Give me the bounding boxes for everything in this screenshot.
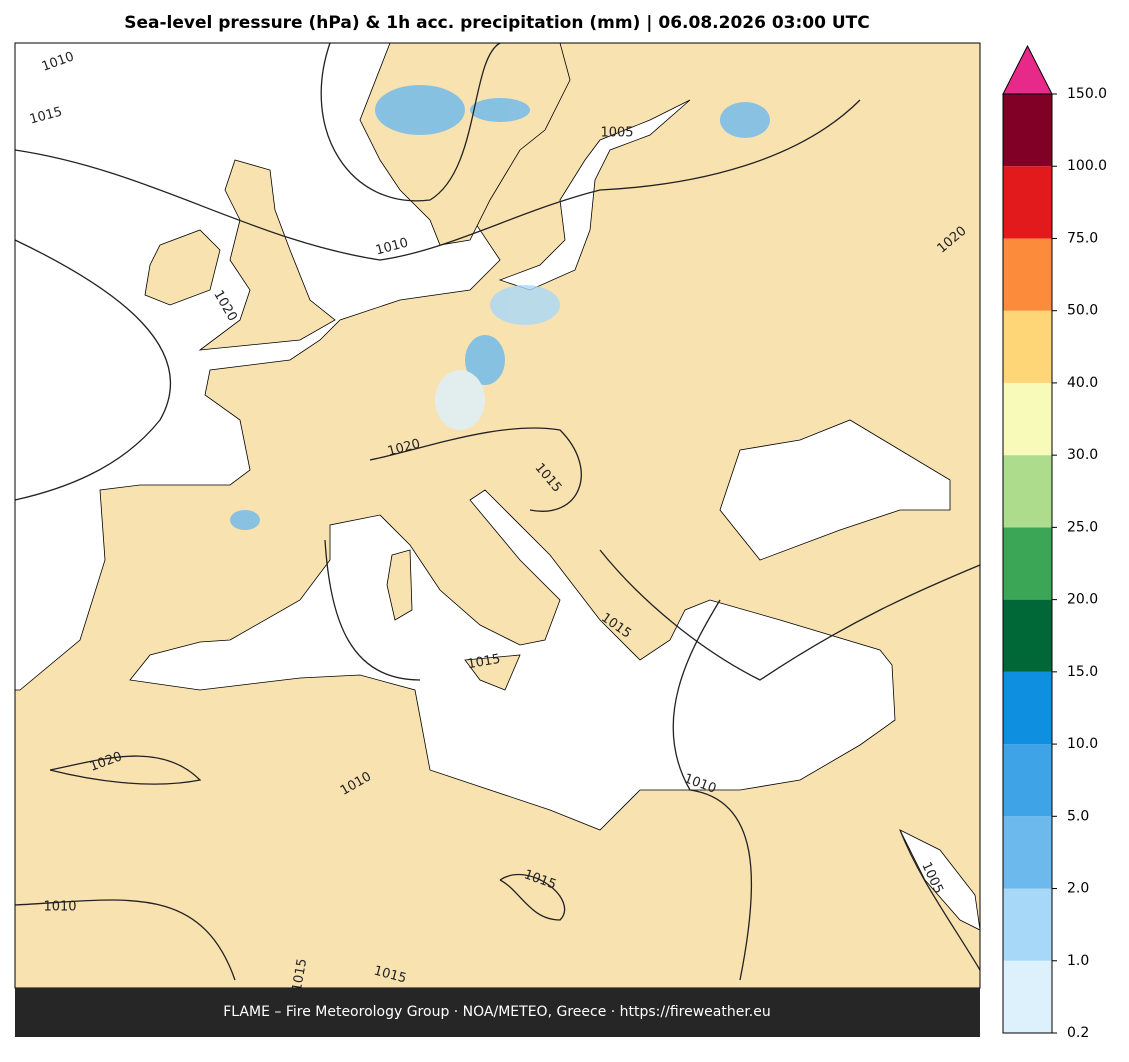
black-sea xyxy=(719,419,951,561)
contour-label: 1015 xyxy=(290,957,311,992)
colorbar-segment xyxy=(1003,94,1052,167)
colorbar: 0.2 1.0 2.0 5.0 10.0 15.0 20.0 25.0 30.0 40.0 50.0… xyxy=(1002,44,1107,1041)
colorbar-tick-label: 100.0 xyxy=(1067,158,1107,174)
colorbar-tick-label: 20.0 xyxy=(1067,592,1098,608)
colorbar-segment xyxy=(1003,744,1052,817)
colorbar-extend xyxy=(1002,44,1053,95)
colorbar-tick-label: 30.0 xyxy=(1067,447,1098,463)
colorbar-tick-label: 0.2 xyxy=(1067,1025,1089,1041)
contour-label: 1010 xyxy=(43,900,76,915)
colorbar-tick-label: 1.0 xyxy=(1067,953,1089,969)
sardinia-corsica xyxy=(386,549,413,621)
colorbar-segment xyxy=(1003,238,1052,311)
contour-label: 1015 xyxy=(466,652,501,673)
footer-bar xyxy=(15,988,980,1037)
colorbar-tick-label: 2.0 xyxy=(1067,881,1089,897)
isobar xyxy=(324,539,421,681)
colorbar-tick-label: 50.0 xyxy=(1067,303,1098,319)
isobar xyxy=(599,549,981,681)
ireland xyxy=(144,229,221,306)
precipitation xyxy=(230,85,770,530)
isobar xyxy=(672,599,753,981)
colorbar-frame xyxy=(1002,93,1053,1034)
isobars xyxy=(14,42,981,981)
isobar xyxy=(499,873,566,921)
colorbar-segment xyxy=(1003,599,1052,672)
precip-area xyxy=(230,510,260,530)
baltic xyxy=(498,99,691,291)
colorbar-tick-label: 150.0 xyxy=(1067,86,1107,102)
colorbar-segment xyxy=(1003,888,1052,961)
colorbar-segment xyxy=(1003,960,1052,1033)
precip-area xyxy=(470,98,530,122)
precip-area xyxy=(435,370,485,430)
isobar xyxy=(14,899,236,981)
colorbar-tick-label: 40.0 xyxy=(1067,375,1098,391)
colorbar-segment xyxy=(1003,455,1052,528)
isobar xyxy=(14,239,172,501)
isobar xyxy=(899,829,981,971)
colorbar-segment xyxy=(1003,527,1052,600)
title: Sea-level pressure (hPa) & 1h acc. preci… xyxy=(124,13,870,33)
great-britain xyxy=(198,159,336,351)
colorbar-tick-label: 75.0 xyxy=(1067,230,1098,246)
colorbar-tick-label: 15.0 xyxy=(1067,664,1098,680)
colorbar-tick-label: 10.0 xyxy=(1067,736,1098,752)
precip-area xyxy=(465,335,505,385)
colorbar-tick-label: 5.0 xyxy=(1067,808,1089,824)
precip-area xyxy=(720,102,770,138)
colorbar-segment xyxy=(1003,382,1052,456)
precip-area xyxy=(490,285,560,325)
contour-label: 1005 xyxy=(600,126,633,141)
colorbar-segment xyxy=(1003,816,1052,889)
footer-text: FLAME – Fire Meteorology Group · NOA/MET… xyxy=(223,1004,771,1020)
colorbar-tick-label: 25.0 xyxy=(1067,519,1098,535)
isobar xyxy=(320,42,501,202)
isobar xyxy=(14,99,861,261)
sicily xyxy=(464,654,521,691)
isobar xyxy=(369,427,582,512)
precip-area xyxy=(375,85,465,135)
colorbar-segment xyxy=(1003,671,1052,745)
colorbar-segment xyxy=(1003,166,1052,239)
colorbar-segment xyxy=(1003,310,1052,383)
isobar xyxy=(49,755,202,785)
